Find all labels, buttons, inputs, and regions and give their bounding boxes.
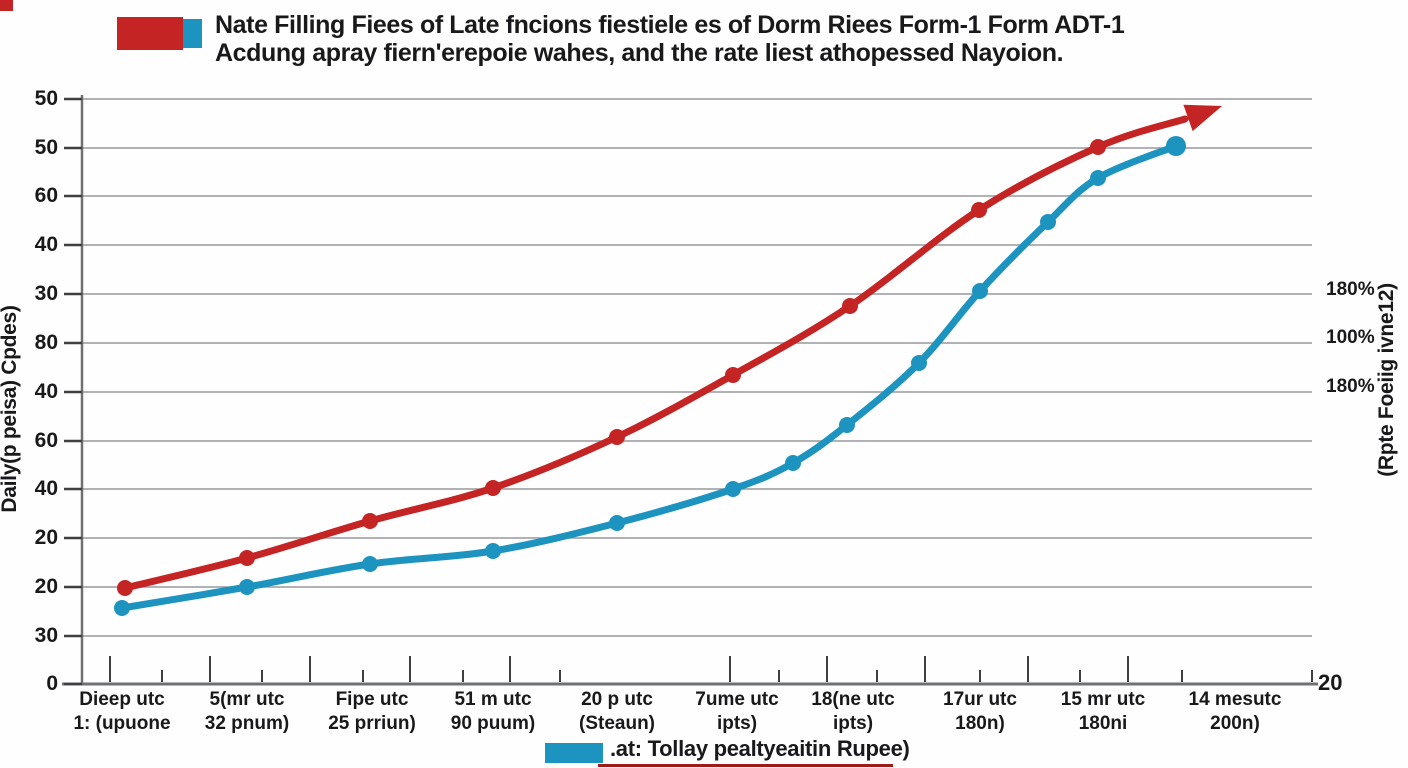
x-axis-tick-label-line2: ipts) (716, 713, 758, 734)
x-axis-tick-label-line2: 200n) (1210, 713, 1260, 734)
x-axis-tick-label-line2: 1: (upuone (73, 713, 171, 734)
x-axis-tick-label: 20 p utc (Steaun) (542, 688, 692, 736)
x-axis-tick-label: 18(ne utc ipts) (778, 688, 928, 736)
blue-series-marker (839, 417, 855, 433)
x-axis-tick-label-line1: 51 m utc (454, 689, 532, 710)
left-axis-tick-label: 60 (34, 184, 58, 207)
red-series-marker (362, 513, 378, 529)
blue-series-marker (911, 355, 927, 371)
right-axis-tick-label: 100% (1326, 327, 1375, 348)
blue-series-marker (239, 579, 255, 595)
x-axis-tick-label-line1: 17ur utc (943, 689, 1017, 710)
x-axis-tick-label-line1: 20 p utc (581, 689, 653, 710)
blue-series-marker (725, 481, 741, 497)
chart-title: Nate Filling Fiees of Late fncions fiest… (215, 11, 1125, 67)
x-axis-tick-label: Fipe utc 25 prriun) (297, 688, 447, 736)
chart-title-line1: Nate Filling Fiees of Late fncions fiest… (215, 11, 1125, 39)
left-axis-tick-label: 40 (34, 477, 58, 500)
left-axis-tick-label: 30 (34, 282, 58, 305)
blue-series-marker (485, 543, 501, 559)
corner-red-mark (0, 0, 13, 11)
red-series-marker (1090, 139, 1106, 155)
blue-series-marker (362, 556, 378, 572)
x-axis-tick-label-line2: 90 puum) (450, 713, 536, 734)
x-axis-tick-label-line2: 32 pnum) (204, 713, 290, 734)
red-series-marker (609, 429, 625, 445)
left-axis-tick-label: 20 (34, 575, 58, 598)
red-series-marker (971, 202, 987, 218)
x-axis-tick-label-line2: 25 prriun) (328, 713, 416, 734)
x-axis-tick-label: 17ur utc 180n) (905, 688, 1055, 736)
blue-series-line (118, 142, 1180, 612)
red-series-marker (725, 367, 741, 383)
x-axis-tick-label-line2: 180ni (1078, 713, 1128, 734)
red-series-swatch (117, 17, 183, 50)
blue-series-marker (1166, 136, 1186, 156)
blue-series-marker (1090, 170, 1106, 186)
blue-series-marker (972, 283, 988, 299)
blue-series-swatch (183, 19, 202, 48)
left-axis-tick-label: 50 (34, 136, 58, 159)
x-axis-tick-label-line1: 14 mesutc (1188, 689, 1282, 710)
blue-series-marker (785, 455, 801, 471)
x-axis-tick-label-line1: 7ume utc (695, 689, 779, 710)
x-axis-tick-label-line1: 5(mr utc (209, 689, 285, 710)
legend-underline (598, 764, 893, 767)
red-series-marker (485, 480, 501, 496)
x-axis-tick-label-line1: 18(ne utc (811, 689, 895, 710)
x-axis-tick-label-line2: 180n) (955, 713, 1005, 734)
x-axis-end-label: 20 (1318, 670, 1343, 695)
blue-series-marker (609, 515, 625, 531)
x-axis-tick-label: Dieep utc 1: (upuone (47, 688, 197, 736)
red-series-marker (842, 298, 858, 314)
right-axis-tick-label: 180% (1326, 376, 1375, 397)
x-axis-tick-label: 5(mr utc 32 pnum) (172, 688, 322, 736)
left-axis-tick-label: 20 (34, 526, 58, 549)
x-axis-tick-label-line1: 15 mr utc (1060, 689, 1146, 710)
left-axis-tick-label: 50 (34, 87, 58, 110)
left-axis-tick-label: 40 (34, 380, 58, 403)
blue-series-bottom-swatch (545, 743, 603, 763)
left-axis-tick-label: 0 (46, 672, 58, 695)
red-series-arrowhead-icon (1183, 104, 1222, 132)
bottom-legend-label: .at: Tollay pealtyeaitin Rupee) (610, 736, 910, 761)
x-axis-tick-label: 51 m utc 90 puum) (418, 688, 568, 736)
x-axis-tick-label-line2: (Steaun) (579, 713, 655, 734)
red-series-marker (117, 580, 133, 596)
x-axis-tick-label-line1: Dieep utc (79, 689, 165, 710)
chart-title-line2: Acdung apray fiern'erepoie wahes, and th… (215, 39, 1064, 67)
blue-series-marker (114, 600, 130, 616)
x-axis-tick-label: 14 mesutc 200n) (1160, 688, 1310, 736)
left-axis-tick-label: 40 (34, 233, 58, 256)
x-axis-tick-label: 7ume utc ipts) (662, 688, 812, 736)
x-axis-tick-label-line2: ipts) (832, 713, 874, 734)
x-axis-tick-label: 15 mr utc 180ni (1028, 688, 1178, 736)
red-series-marker (239, 550, 255, 566)
red-series-line (121, 115, 1189, 592)
right-axis-tick-label: 180% (1326, 279, 1375, 300)
left-axis-tick-label: 60 (34, 429, 58, 452)
x-axis-tick-label-line1: Fipe utc (335, 689, 409, 710)
left-axis-tick-label: 30 (34, 624, 58, 647)
left-axis-tick-label: 80 (34, 331, 58, 354)
blue-series-marker (1040, 214, 1056, 230)
